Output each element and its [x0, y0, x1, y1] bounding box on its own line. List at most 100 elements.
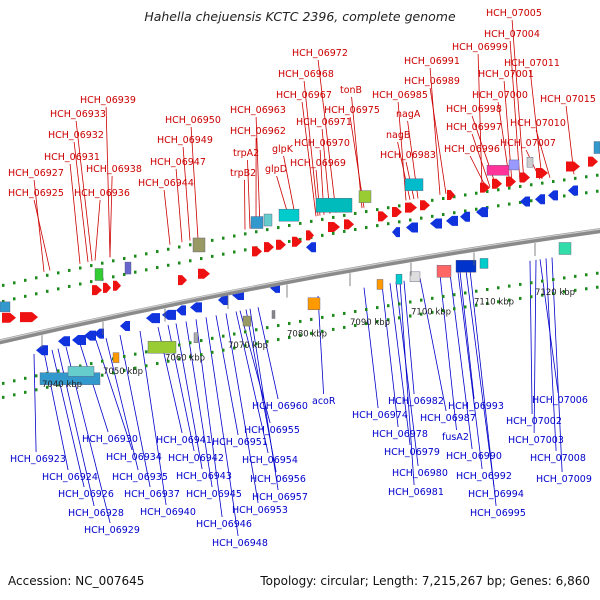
leader-line [43, 351, 69, 471]
gene-label: HCH_06995 [470, 508, 526, 519]
gene-label: HCH_06929 [84, 525, 140, 536]
track-dot [497, 188, 500, 192]
track-dot [79, 282, 82, 286]
feature-block [508, 159, 520, 171]
forward-gene-arrow [566, 161, 580, 172]
track-dot [123, 368, 126, 372]
reverse-gene-arrow [94, 328, 104, 339]
track-dot [552, 292, 555, 296]
track-dot [112, 371, 115, 375]
gene-label: HCH_06985 [372, 90, 428, 101]
track-dot [24, 278, 27, 282]
gene-label: HCH_06926 [58, 489, 114, 500]
track-dot [475, 303, 478, 307]
scale-tick-label: 7060 kbp [165, 354, 205, 364]
track-dot [596, 271, 599, 275]
feature-block [558, 242, 572, 255]
leader-line [419, 278, 447, 412]
track-dot [431, 214, 434, 218]
track-dot [178, 261, 181, 265]
reverse-gene-arrow [36, 345, 48, 356]
track-dot [464, 209, 467, 213]
track-dot [343, 213, 346, 217]
gene-label: HCH_06953 [232, 505, 288, 516]
scale-ticks: 7040 kbp 7050 kbp 7060 kbp 7070 kbp 7080 kbp… [41, 243, 575, 390]
leader-line [457, 271, 483, 470]
feature-block [278, 208, 300, 222]
gene-label: HCH_06980 [392, 468, 448, 479]
topology-text: Topology: circular; Length: 7,215,267 bp… [260, 574, 590, 588]
track-dot [13, 281, 16, 285]
gene-label: HCH_07001 [478, 69, 534, 80]
feature-block [455, 260, 477, 273]
track-dot [563, 194, 566, 198]
gene-label: trpA2 [233, 148, 259, 159]
forward-gene-arrow [506, 176, 516, 187]
track-dot [497, 204, 500, 208]
gene-label: HCH_06992 [456, 471, 512, 482]
leader-line [465, 270, 495, 488]
leader-line [395, 282, 419, 467]
track-dot [277, 338, 280, 342]
track-dot [310, 219, 313, 223]
track-dot [35, 276, 38, 280]
forward-gene-arrow [276, 239, 286, 250]
feature-block [307, 297, 321, 310]
track-dot [134, 366, 137, 370]
gene-label: tonB [340, 85, 362, 96]
gene-label: HCH_07005 [486, 8, 542, 19]
track-dot [145, 350, 148, 354]
track-dot [321, 329, 324, 333]
gene-label: HCH_06968 [278, 69, 334, 80]
gene-label: HCH_07003 [508, 435, 564, 446]
leader-line [190, 126, 199, 239]
leader-line [439, 274, 457, 431]
gene-label: HCH_06928 [68, 508, 124, 519]
track-dot [167, 263, 170, 267]
track-dot [508, 284, 511, 288]
track-dot [541, 181, 544, 185]
feature-block [242, 315, 252, 327]
track-dot [365, 322, 368, 326]
gene-label: HCH_06974 [352, 410, 408, 421]
leader-line [105, 338, 139, 471]
forward-gene-arrow [420, 200, 430, 211]
track-dot [266, 228, 269, 232]
gene-label: HCH_06975 [324, 105, 380, 116]
track-dot [442, 197, 445, 201]
forward-gene-arrow [328, 222, 340, 233]
track-dot [585, 175, 588, 179]
track-dot [442, 295, 445, 299]
track-dot [398, 220, 401, 224]
track-dot [189, 355, 192, 359]
track-dot [222, 348, 225, 352]
leader-line [469, 155, 487, 188]
track-dot [255, 328, 258, 332]
gene-label: HCH_06956 [250, 474, 306, 485]
gene-label: HCH_06925 [8, 188, 64, 199]
forward-gene-arrow [344, 219, 354, 230]
scale-tick-label: 7120 kbp [535, 288, 575, 298]
gene-label: HCH_06950 [165, 115, 221, 126]
feature-block [526, 157, 534, 168]
reverse-gene-arrow [430, 218, 442, 229]
track-dot [563, 290, 566, 294]
leader-line [477, 53, 483, 189]
track-dot [420, 312, 423, 316]
track-dot [200, 353, 203, 357]
track-dot [585, 273, 588, 277]
scale-tick-label: 7090 kbp [350, 318, 390, 328]
leader-line [363, 287, 379, 409]
track-dot [475, 207, 478, 211]
feature-block [404, 178, 424, 191]
reverse-gene-arrow [446, 215, 458, 226]
track-dot [266, 326, 269, 330]
track-dot [508, 298, 511, 302]
track-dot [420, 216, 423, 220]
leader-line [175, 168, 183, 243]
track-dot [519, 296, 522, 300]
track-dot [387, 206, 390, 210]
forward-gene-arrow [405, 202, 417, 213]
track-dot [35, 292, 38, 296]
